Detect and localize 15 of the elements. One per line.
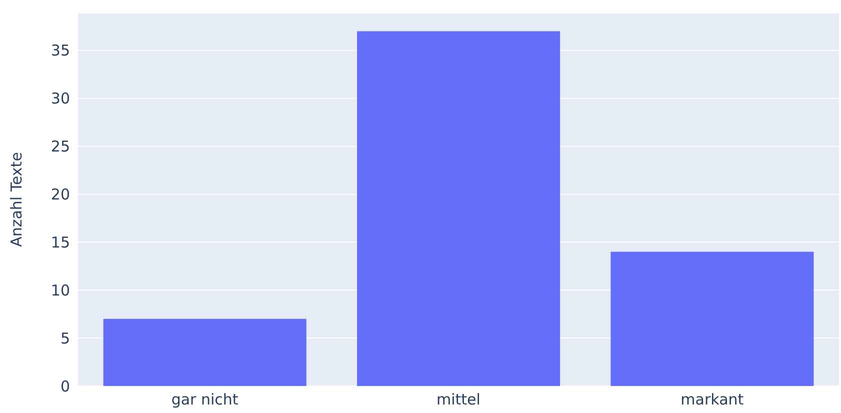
y-tick-label: 0: [60, 377, 70, 396]
x-tick-label: markant: [680, 390, 744, 409]
y-tick-label: 25: [50, 138, 70, 156]
y-tick-label: 35: [50, 42, 70, 60]
bar: [103, 318, 306, 386]
x-tick-label: gar nicht: [171, 390, 238, 409]
y-tick-label: 10: [50, 281, 70, 300]
bar: [357, 31, 560, 386]
y-tick-label: 5: [60, 329, 70, 348]
y-tick-label: 20: [50, 186, 70, 204]
y-tick-label: 15: [50, 233, 70, 252]
bar: [610, 252, 814, 386]
y-axis-title: Anzahl Texte: [7, 152, 26, 247]
x-tick-label: mittel: [436, 390, 480, 409]
y-tick-label: 30: [50, 90, 70, 108]
